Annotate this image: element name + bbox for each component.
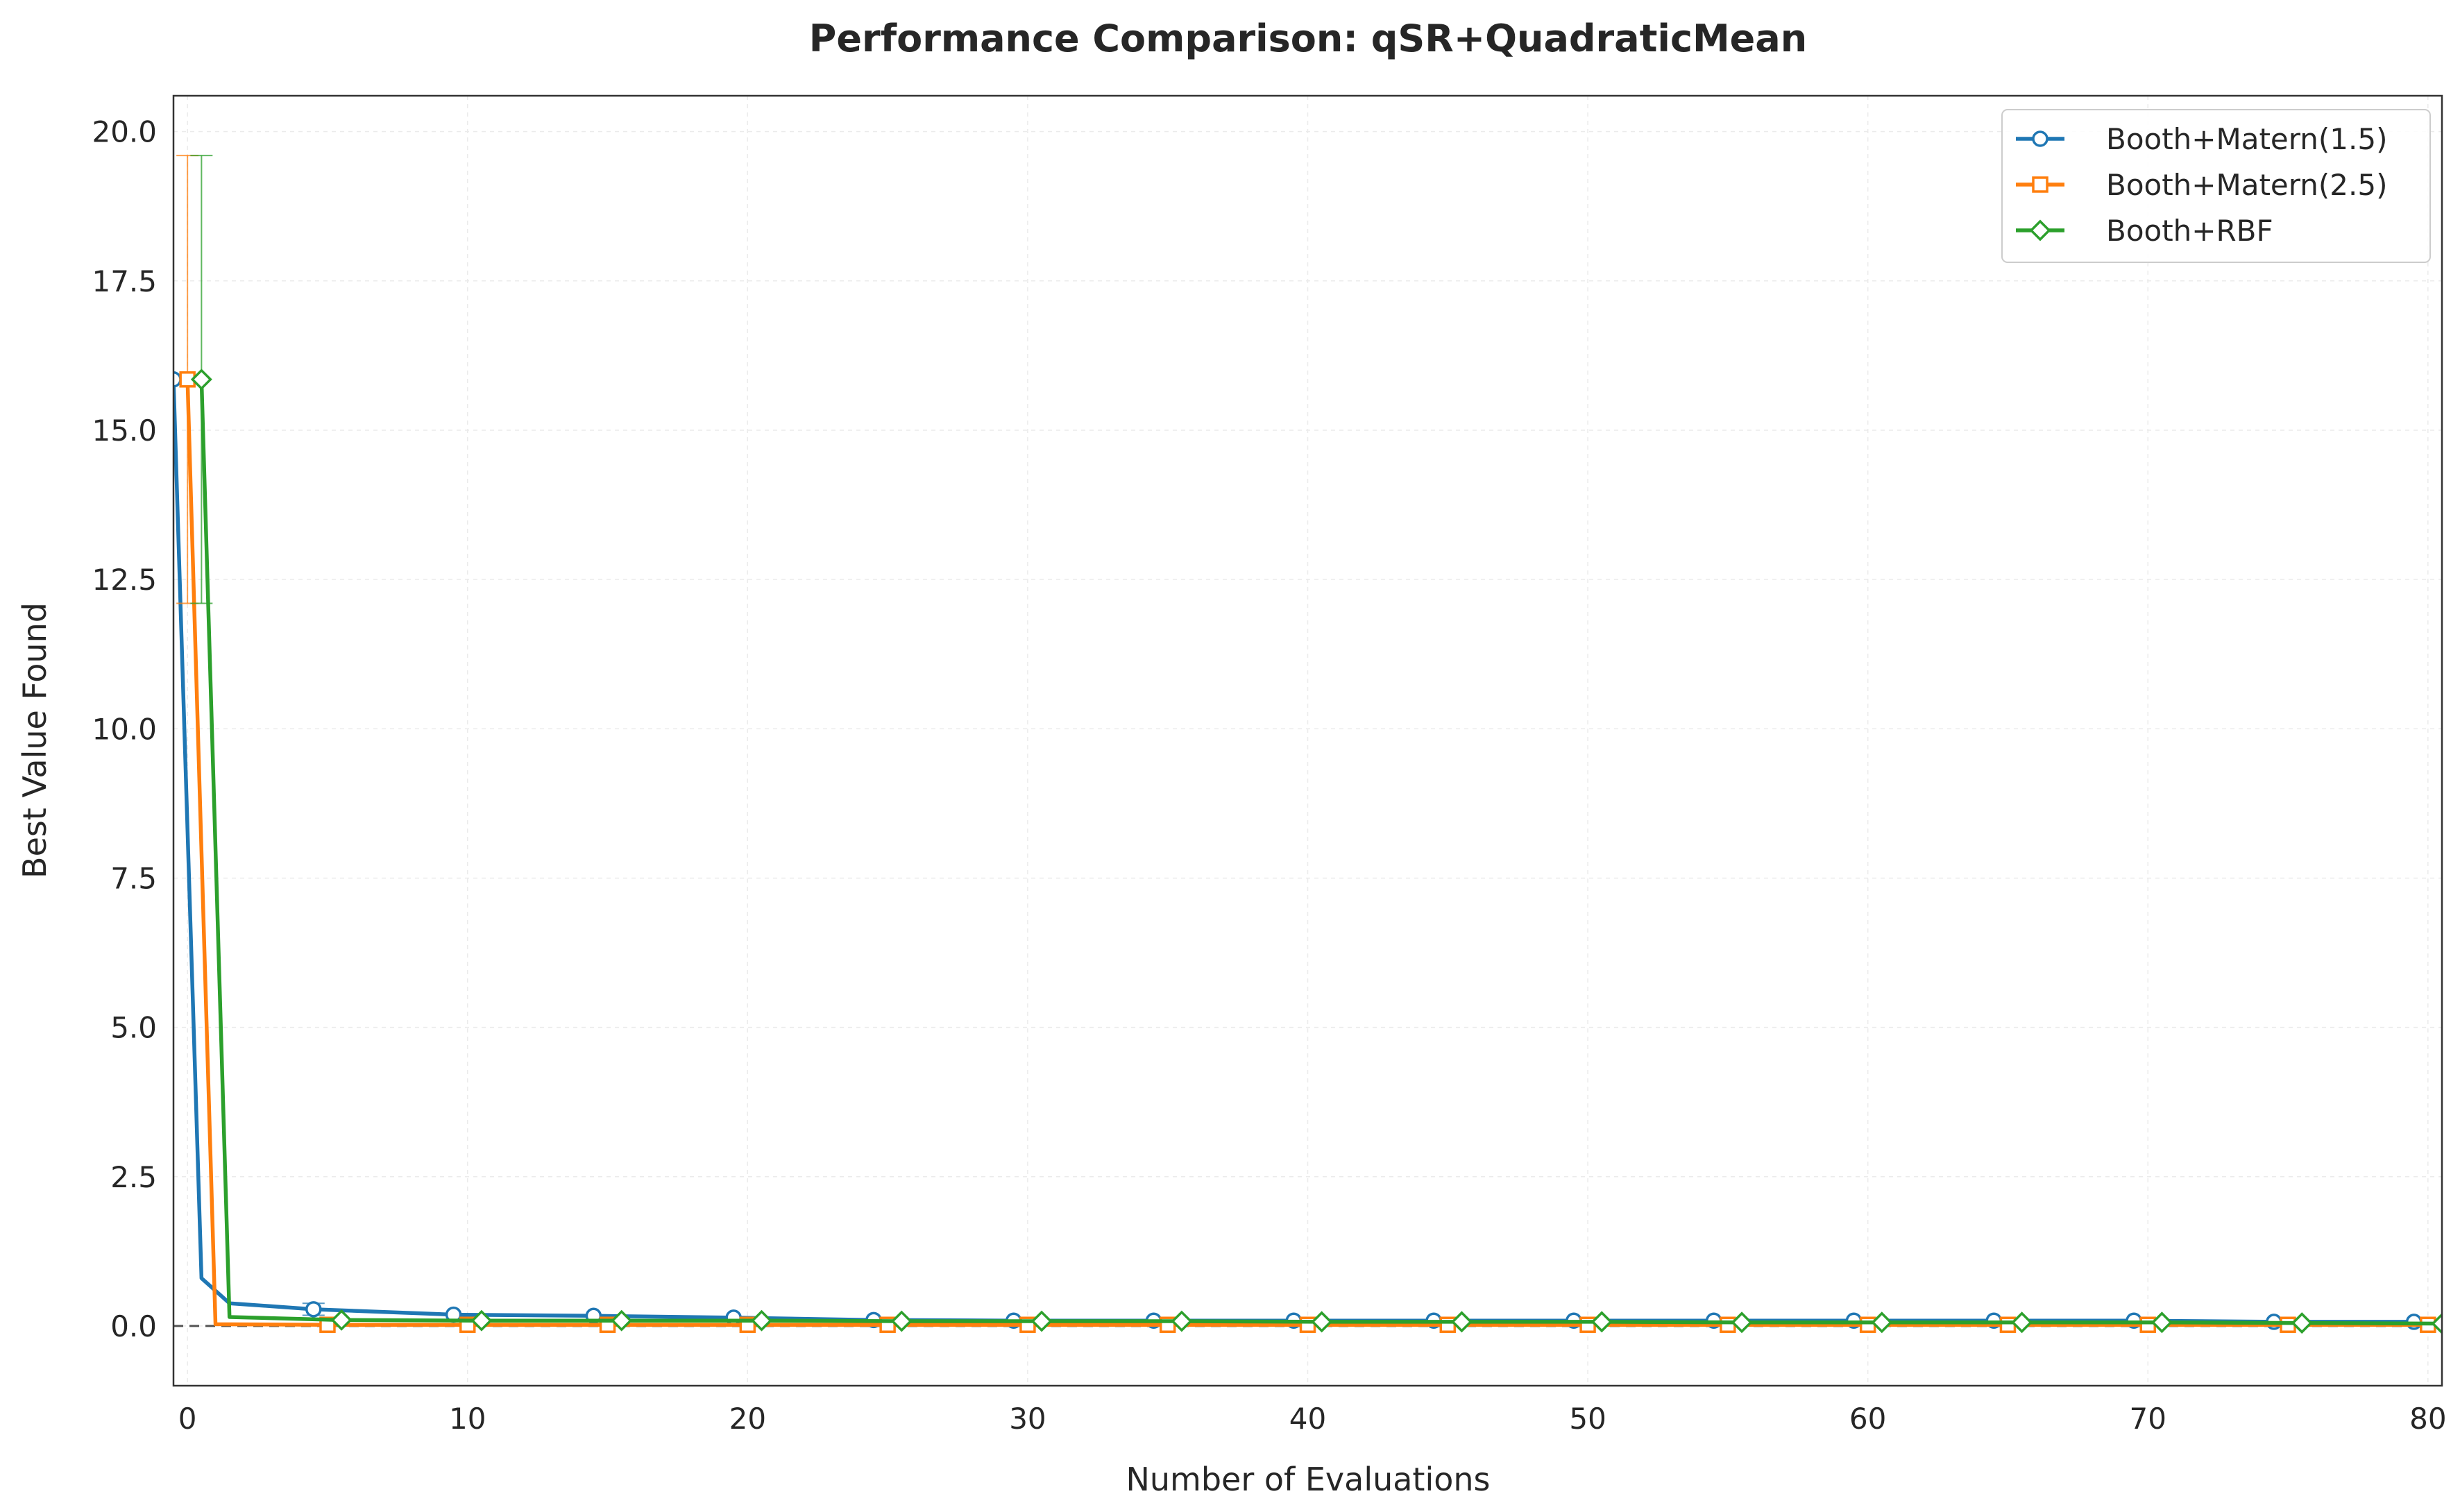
y-tick-label: 7.5 bbox=[110, 861, 157, 895]
data-point bbox=[1030, 1310, 1053, 1332]
data-point bbox=[1171, 1310, 1193, 1332]
x-axis-label: Number of Evaluations bbox=[1126, 1461, 1490, 1498]
x-tick-label: 50 bbox=[1569, 1402, 1606, 1436]
data-point bbox=[1859, 1316, 1876, 1333]
series-1 bbox=[176, 155, 2436, 1333]
legend-label: Booth+Matern(2.5) bbox=[2106, 168, 2387, 202]
x-tick-label: 0 bbox=[178, 1402, 197, 1436]
data-point bbox=[751, 1309, 772, 1332]
series-line bbox=[199, 379, 2442, 1326]
data-point bbox=[2431, 1313, 2442, 1334]
legend-marker bbox=[2032, 176, 2048, 193]
x-tick-label: 20 bbox=[729, 1402, 766, 1436]
data-point bbox=[1731, 1311, 1753, 1334]
y-tick-label: 5.0 bbox=[110, 1011, 157, 1045]
legend-box bbox=[2001, 109, 2431, 263]
x-tick-label: 70 bbox=[2130, 1402, 2166, 1436]
legend-label: Booth+Matern(1.5) bbox=[2106, 122, 2387, 156]
y-tick-label: 15.0 bbox=[92, 414, 157, 448]
legend-item: Booth+Matern(2.5) bbox=[2016, 168, 2387, 202]
data-point bbox=[1720, 1316, 1736, 1333]
data-point bbox=[611, 1309, 633, 1332]
y-tick-label: 0.0 bbox=[110, 1309, 157, 1343]
x-tick-label: 10 bbox=[449, 1402, 486, 1436]
y-tick-label: 2.5 bbox=[110, 1160, 157, 1194]
x-tick-label: 30 bbox=[1009, 1402, 1046, 1436]
y-tick-label: 20.0 bbox=[92, 115, 157, 149]
legend-marker bbox=[2032, 130, 2048, 147]
data-point bbox=[2291, 1312, 2313, 1334]
series-0 bbox=[173, 371, 2423, 1330]
y-tick-label: 17.5 bbox=[92, 264, 157, 298]
x-axis-ticks: 0 10 20 30 40 50 60 70 80 bbox=[178, 1402, 2447, 1436]
data-point bbox=[2151, 1311, 2173, 1334]
plot-frame bbox=[172, 94, 2443, 1387]
series-line bbox=[185, 379, 2428, 1327]
data-point bbox=[330, 1309, 353, 1331]
legend-item: Booth+RBF bbox=[2016, 214, 2273, 248]
x-tick-label: 80 bbox=[2409, 1402, 2446, 1436]
data-point bbox=[2139, 1316, 2156, 1333]
x-tick-label: 40 bbox=[1289, 1402, 1326, 1436]
y-tick-label: 10.0 bbox=[92, 712, 157, 746]
data-point bbox=[1590, 1311, 1613, 1333]
data-point bbox=[1871, 1311, 1893, 1334]
data-point bbox=[1311, 1311, 1333, 1333]
data-point bbox=[305, 1301, 322, 1318]
y-tick-label: 12.5 bbox=[92, 563, 157, 597]
data-point bbox=[1999, 1316, 2017, 1333]
legend: Booth+Matern(1.5) Booth+Matern(2.5) Booth+… bbox=[2001, 109, 2431, 263]
data-point bbox=[2011, 1311, 2033, 1334]
data-point bbox=[890, 1310, 913, 1332]
data-point bbox=[470, 1309, 493, 1332]
legend-marker bbox=[2029, 219, 2051, 241]
legend-item: Booth+Matern(1.5) bbox=[2016, 122, 2387, 156]
series-line bbox=[173, 379, 2414, 1324]
y-axis-ticks: 0.0 2.5 5.0 7.5 10.0 12.5 15.0 17.5 20.0 bbox=[92, 115, 157, 1343]
series-2 bbox=[190, 155, 2442, 1334]
series-group bbox=[173, 155, 2442, 1334]
y-axis-label: Best Value Found bbox=[16, 602, 53, 878]
chart-title: Performance Comparison: qSR+QuadraticMea… bbox=[809, 17, 1807, 60]
legend-label: Booth+RBF bbox=[2106, 214, 2273, 248]
grid bbox=[173, 96, 2442, 1386]
data-point bbox=[190, 368, 212, 391]
data-point bbox=[1450, 1311, 1473, 1333]
x-tick-label: 60 bbox=[1849, 1402, 1886, 1436]
